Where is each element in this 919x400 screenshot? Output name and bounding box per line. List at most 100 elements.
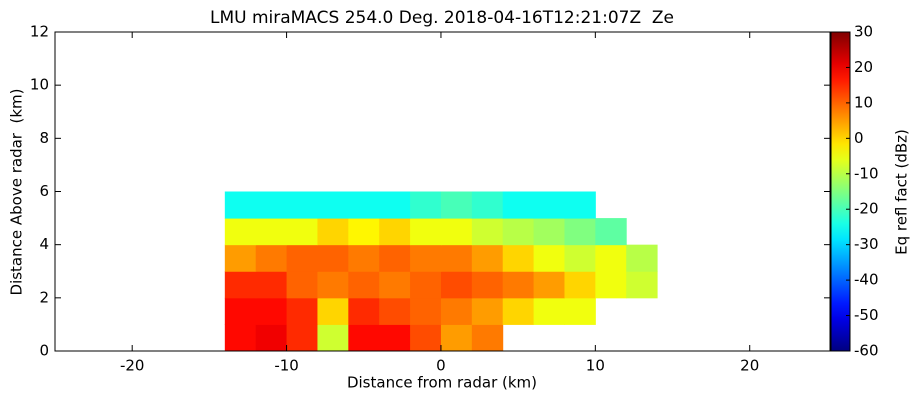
heatmap-cell: [348, 191, 380, 219]
heatmap-cell: [502, 271, 535, 299]
y-tick-label: 10: [30, 76, 49, 94]
colorbar-tick-label: 30: [854, 23, 873, 41]
colorbar-tick-label: -60: [854, 342, 879, 360]
heatmap-cell: [348, 218, 380, 246]
y-tick-label: 2: [39, 288, 49, 306]
heatmap-cell: [286, 191, 318, 219]
y-tick-label: 0: [39, 342, 49, 360]
heatmap-cell: [564, 191, 596, 219]
heatmap-cell: [317, 324, 349, 352]
heatmap-cell: [595, 218, 627, 246]
heatmap-cell: [595, 244, 627, 272]
colorbar-tick-label: -50: [854, 306, 879, 324]
y-tick-label: 8: [39, 129, 49, 147]
heatmap-cell: [317, 191, 349, 219]
heatmap-cell: [317, 244, 349, 272]
colorbar-label: Eq refl fact (dBz): [893, 129, 911, 255]
x-tick-label: 0: [436, 357, 446, 375]
heatmap-cell: [471, 191, 504, 219]
x-tick-label: 10: [586, 357, 605, 375]
heatmap-cell: [471, 297, 504, 325]
heatmap-cell: [533, 271, 565, 299]
heatmap-cell: [440, 191, 473, 219]
heatmap-cell: [471, 244, 504, 272]
heatmap-cell: [224, 191, 257, 219]
heatmap-cell: [410, 324, 442, 352]
heatmap-cell: [626, 271, 658, 299]
heatmap-cell: [255, 244, 288, 272]
heatmap-cell: [595, 271, 627, 299]
y-tick-label: 12: [30, 23, 49, 41]
y-axis-label: Distance Above radar (km): [8, 89, 26, 296]
x-tick-label: 20: [740, 357, 759, 375]
heatmap-cell: [317, 218, 349, 246]
colorbar-tick-label: 20: [854, 58, 873, 76]
heatmap-cell: [410, 191, 442, 219]
heatmap-cell: [286, 271, 318, 299]
heatmap-cell: [410, 218, 442, 246]
heatmap-cell: [255, 191, 288, 219]
heatmap-cell: [471, 271, 504, 299]
heatmap-cell: [255, 218, 288, 246]
heatmap-cell: [255, 271, 288, 299]
heatmap-cell: [379, 244, 411, 272]
heatmap-cell: [348, 244, 380, 272]
heatmap-cell: [224, 297, 257, 325]
heatmap-cell: [471, 324, 504, 352]
heatmap-cell: [440, 297, 473, 325]
heatmap-cell: [286, 244, 318, 272]
heatmap-cell: [224, 218, 257, 246]
colorbar-tick-label: 10: [854, 93, 873, 111]
heatmap-cell: [224, 324, 257, 352]
heatmap-cell: [224, 244, 257, 272]
heatmap-cell: [502, 244, 535, 272]
heatmap-cell: [533, 191, 565, 219]
heatmap-cell: [502, 297, 535, 325]
heatmap-cell: [626, 244, 658, 272]
colorbar-tick-label: -40: [854, 271, 879, 289]
y-tick-label: 4: [39, 235, 49, 253]
heatmap-cell: [410, 244, 442, 272]
heatmap-cell: [533, 244, 565, 272]
heatmap-cell: [440, 324, 473, 352]
heatmap-cell: [564, 297, 596, 325]
x-axis-label: Distance from radar (km): [347, 374, 537, 392]
heatmap-cell: [440, 218, 473, 246]
colorbar-tick-label: 0: [854, 129, 864, 147]
colorbar-tick-label: -20: [854, 200, 879, 218]
heatmap-cell: [348, 324, 380, 352]
heatmap-cell: [379, 271, 411, 299]
heatmap-cell: [564, 244, 596, 272]
x-tick-label: -20: [120, 357, 145, 375]
heatmap-cell: [348, 297, 380, 325]
heatmap-cell: [379, 324, 411, 352]
heatmap-cell: [564, 218, 596, 246]
heatmap-cell: [317, 271, 349, 299]
heatmap-cell: [533, 218, 565, 246]
heatmap-cell: [410, 271, 442, 299]
colorbar-tick-label: -10: [854, 164, 879, 182]
x-tick-label: -10: [274, 357, 299, 375]
chart-title: LMU miraMACS 254.0 Deg. 2018-04-16T12:21…: [210, 8, 674, 28]
heatmap-cell: [502, 191, 535, 219]
y-tick-label: 6: [39, 182, 49, 200]
heatmap-cell: [224, 271, 257, 299]
heatmap-cell: [317, 297, 349, 325]
heatmap-cell: [440, 271, 473, 299]
heatmap-cell: [255, 324, 288, 352]
heatmap-cell: [286, 297, 318, 325]
heatmap-cell: [348, 271, 380, 299]
heatmap-cell: [379, 191, 411, 219]
heatmap-cell: [379, 297, 411, 325]
heatmap-cell: [533, 297, 565, 325]
heatmap-cell: [440, 244, 473, 272]
heatmap-cell: [286, 218, 318, 246]
heatmap-cell: [564, 271, 596, 299]
heatmap-cell: [471, 218, 504, 246]
heatmap-cell: [286, 324, 318, 352]
heatmap-cell: [379, 218, 411, 246]
heatmap-cell: [410, 297, 442, 325]
heatmap-cell: [255, 297, 288, 325]
colorbar: [830, 31, 851, 352]
